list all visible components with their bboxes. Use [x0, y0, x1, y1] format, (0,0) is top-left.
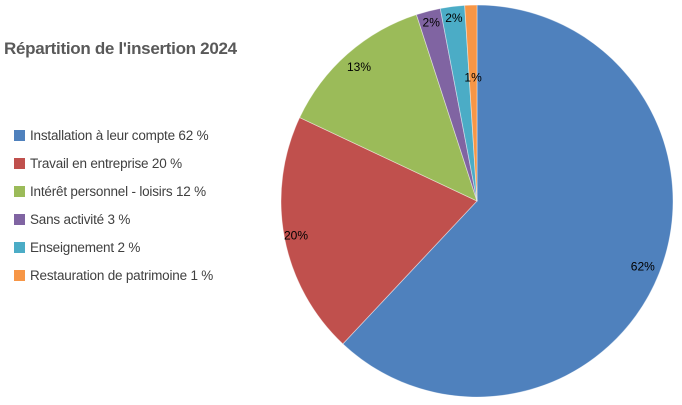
legend-swatch-icon: [14, 129, 25, 141]
legend-item-interet-personnel-loisirs: Intérêt personnel - loisirs 12 %: [14, 177, 213, 205]
legend-item-restauration-de-patrimoine: Restauration de patrimoine 1 %: [14, 261, 213, 289]
legend-swatch-icon: [14, 185, 25, 197]
pie-slice-travail-en-entreprise: [280, 117, 478, 345]
legend-item-enseignement: Enseignement 2 %: [14, 233, 213, 261]
legend-swatch-icon: [14, 213, 25, 225]
legend: Installation à leur compte 62 % Travail e…: [14, 121, 213, 289]
legend-swatch-icon: [14, 241, 25, 253]
legend-item-installation-a-leur-compte: Installation à leur compte 62 %: [14, 121, 213, 149]
pie-data-label-installation-a-leur-compte: 62%: [631, 260, 655, 274]
legend-label: Sans activité 3 %: [30, 211, 131, 227]
legend-label: Intérêt personnel - loisirs 12 %: [30, 183, 206, 199]
chart-title: Répartition de l'insertion 2024: [4, 39, 237, 58]
pie-slice-restauration-de-patrimoine: [464, 4, 478, 202]
legend-item-sans-activite: Sans activité 3 %: [14, 205, 213, 233]
pie-data-label-enseignement: 2%: [445, 11, 463, 25]
pie-slice-installation-a-leur-compte: [342, 4, 674, 398]
legend-label: Travail en entreprise 20 %: [30, 155, 182, 171]
pie-data-label-travail-en-entreprise: 20%: [284, 229, 308, 243]
legend-item-travail-en-entreprise: Travail en entreprise 20 %: [14, 149, 213, 177]
legend-label: Installation à leur compte 62 %: [30, 127, 209, 143]
legend-label: Enseignement 2 %: [30, 239, 141, 255]
legend-label: Restauration de patrimoine 1 %: [30, 267, 214, 283]
pie-data-label-sans-activite: 2%: [423, 16, 441, 30]
pie-data-label-restauration-de-patrimoine: 1%: [464, 71, 482, 85]
pie-data-label-interet-personnel-loisirs: 13%: [347, 60, 371, 74]
pie-slice-interet-personnel-loisirs: [299, 14, 478, 202]
legend-swatch-icon: [14, 269, 25, 281]
legend-swatch-icon: [14, 157, 25, 169]
